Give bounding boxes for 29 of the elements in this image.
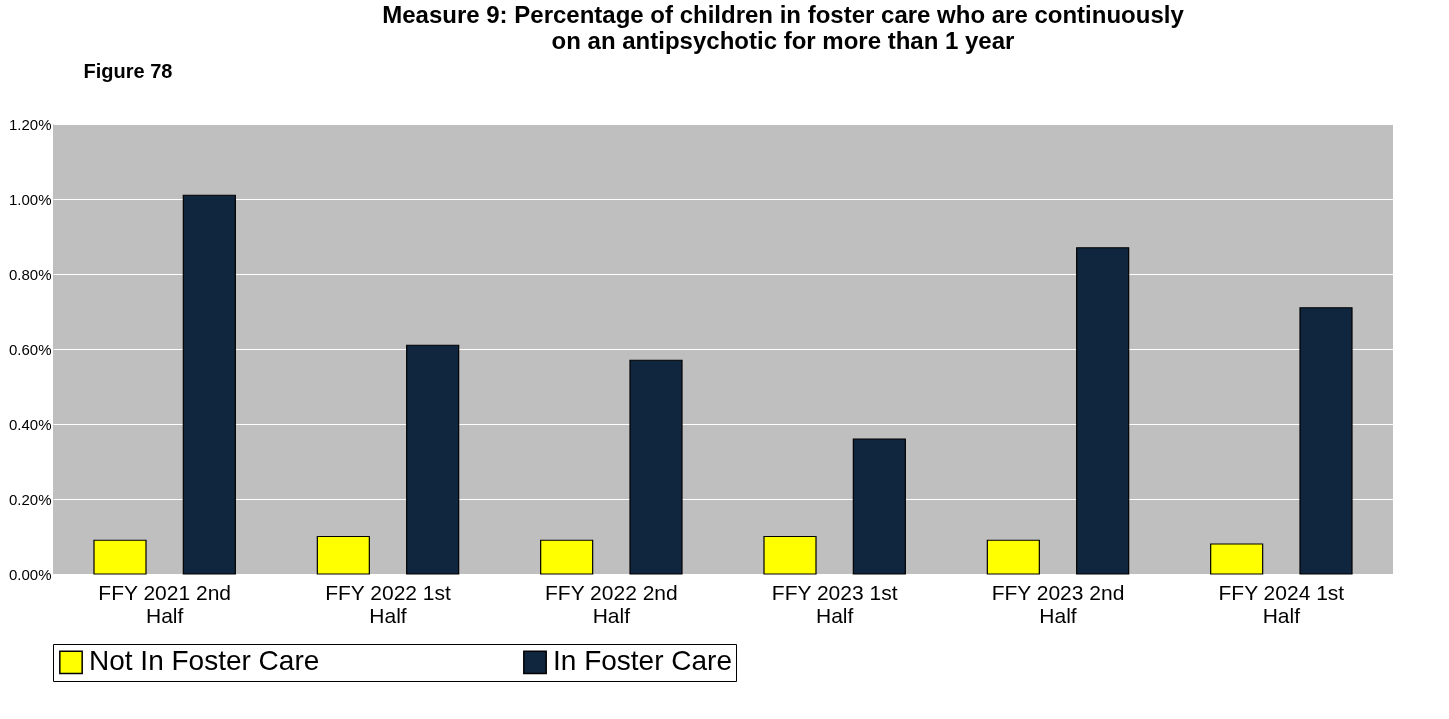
bar	[406, 344, 460, 575]
bar	[182, 194, 236, 575]
y-tick-label: 1.00%	[8, 190, 52, 208]
x-tick-label: FFY 2022 2nd Half	[544, 580, 678, 627]
x-tick-label: FFY 2021 2nd Half	[98, 580, 232, 627]
bar	[1076, 247, 1130, 575]
y-tick-label: 1.20%	[8, 115, 52, 133]
y-tick-label: 0.00%	[8, 565, 52, 583]
legend-label: In Foster Care	[553, 645, 732, 677]
y-tick-label: 0.40%	[8, 415, 52, 433]
bar	[93, 539, 147, 575]
caption: Figure 78	[83, 60, 173, 82]
legend-label: Not In Foster Care	[89, 645, 320, 677]
x-tick-label: FFY 2023 1st Half	[771, 580, 898, 627]
x-tick-label: FFY 2023 2nd Half	[991, 580, 1125, 627]
y-tick-label: 0.80%	[8, 265, 52, 283]
y-tick-label: 0.60%	[8, 340, 52, 358]
bar	[852, 438, 906, 575]
y-tick-label: 0.20%	[8, 490, 52, 508]
x-tick-label: FFY 2022 1st Half	[325, 580, 451, 627]
bar	[986, 539, 1040, 575]
x-tick-label: FFY 2024 1st Half	[1218, 580, 1345, 627]
bar	[540, 539, 594, 575]
chart-title: Measure 9: Percentage of children in foster care who are continuously on an antipsychotic for more than 1 year	[382, 1, 1185, 54]
bar	[1299, 307, 1353, 575]
bar	[316, 535, 370, 575]
bar	[763, 535, 817, 575]
bar	[1210, 543, 1264, 575]
bar	[629, 359, 683, 575]
